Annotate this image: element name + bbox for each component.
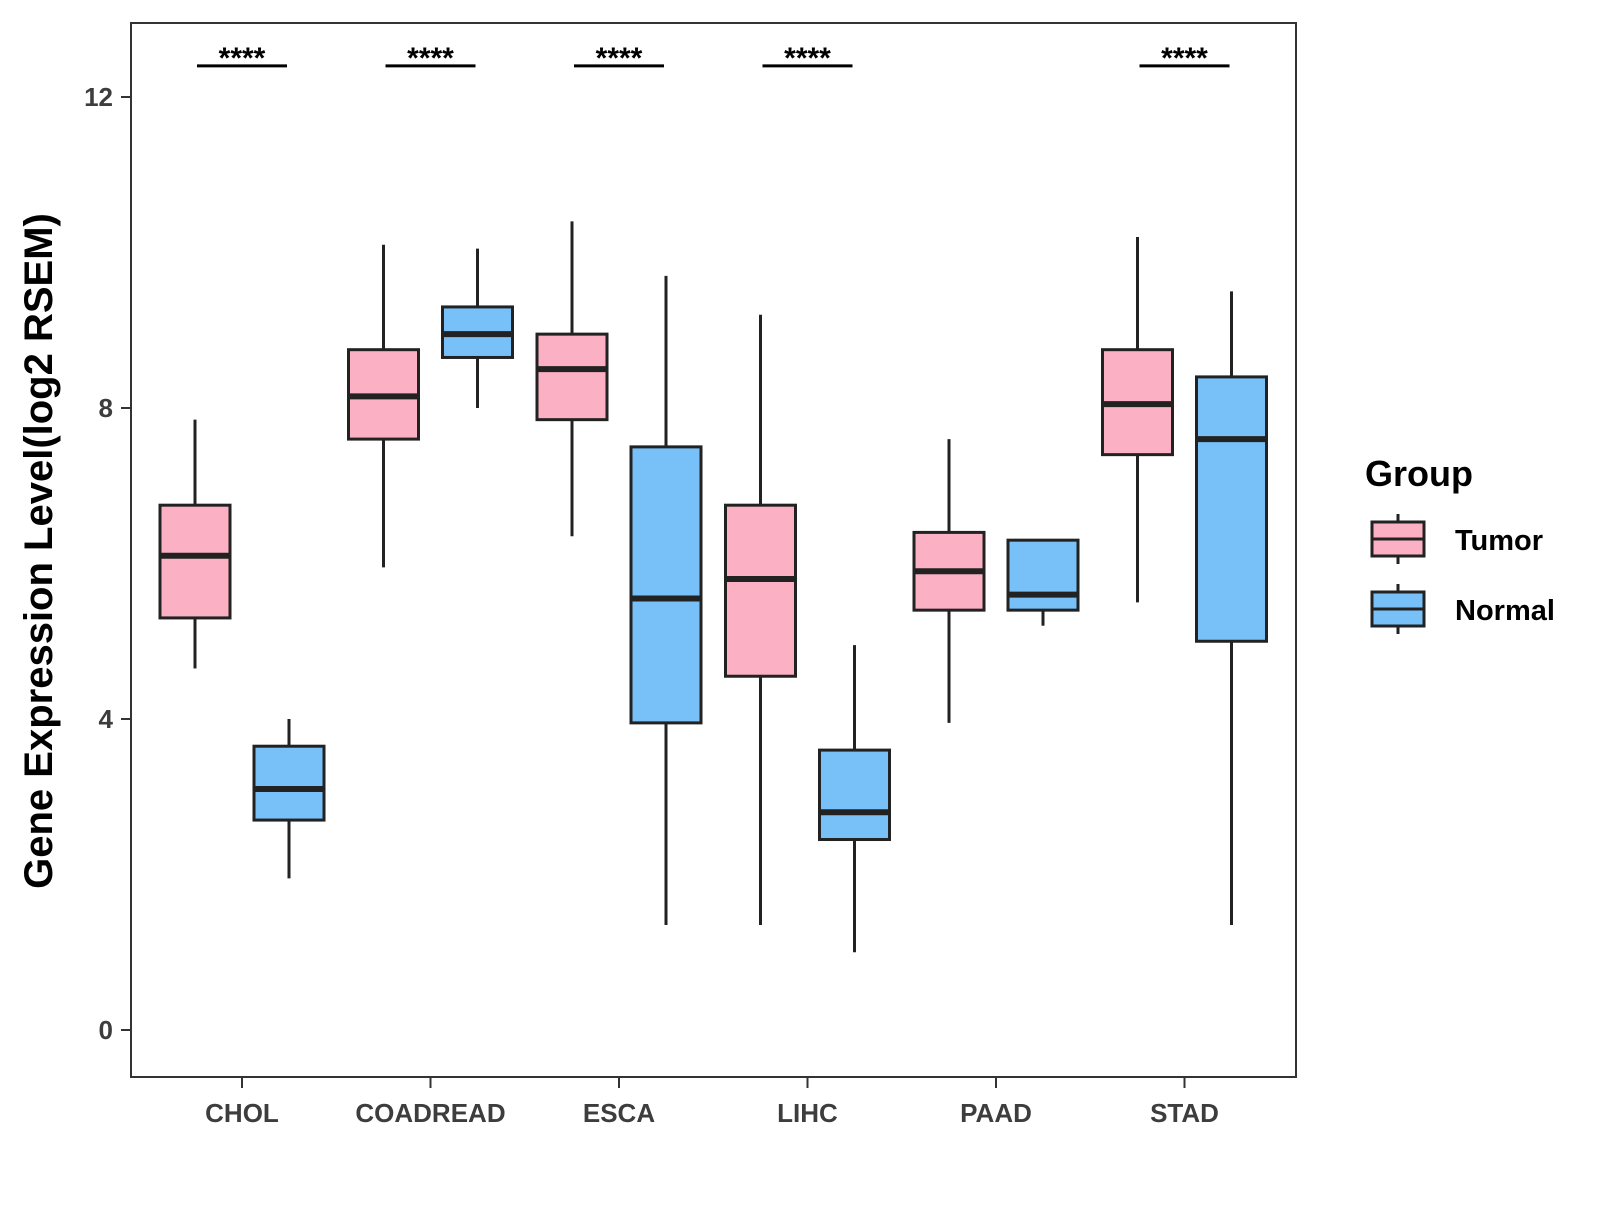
x-tick-label: COADREAD	[355, 1098, 505, 1128]
box-tumor-coadread	[347, 244, 420, 568]
significance-label: ****	[596, 42, 643, 75]
box-body	[629, 445, 703, 725]
box-body	[252, 744, 326, 822]
y-axis-title: Gene Expression Level(log2 RSEM)	[17, 213, 61, 889]
legend-label: Tumor	[1455, 525, 1543, 557]
legend: Group Tumor Normal	[1365, 453, 1555, 634]
legend-label: Normal	[1455, 595, 1555, 627]
box-body	[535, 332, 609, 422]
x-tick-label: PAAD	[960, 1098, 1032, 1128]
y-tick-label: 0	[99, 1015, 113, 1045]
box-body	[1195, 375, 1268, 643]
box-body	[158, 503, 232, 620]
x-tick-label: CHOL	[205, 1098, 279, 1128]
legend-title: Group	[1365, 453, 1473, 494]
x-tick-label: LIHC	[777, 1098, 838, 1128]
box-normal-coadread	[441, 248, 514, 408]
box-body	[724, 503, 797, 678]
box-body	[1006, 538, 1080, 612]
x-tick-label: ESCA	[583, 1098, 655, 1128]
box-normal-lihc	[818, 645, 891, 953]
plot-panel-border	[130, 22, 1297, 1078]
significance-label: ****	[407, 42, 454, 75]
significance-label: ****	[784, 42, 831, 75]
y-tick-label: 8	[99, 393, 113, 423]
legend-item-normal: Normal	[1370, 584, 1555, 634]
legend-item-tumor: Tumor	[1370, 514, 1543, 564]
box-body	[818, 748, 891, 842]
box-normal-paad	[1006, 538, 1080, 626]
box-normal-stad	[1195, 291, 1268, 926]
box-normal-esca	[629, 275, 703, 926]
x-tick-label: STAD	[1150, 1098, 1219, 1128]
box-tumor-esca	[535, 221, 609, 537]
box-tumor-paad	[912, 439, 986, 723]
significance-label: ****	[1161, 42, 1208, 75]
box-tumor-stad	[1101, 236, 1174, 603]
box-tumor-chol	[158, 419, 232, 669]
box-normal-chol	[252, 719, 326, 879]
y-tick-label: 12	[84, 82, 113, 112]
box-tumor-lihc	[724, 314, 797, 926]
significance-label: ****	[219, 42, 266, 75]
y-tick-label: 4	[99, 704, 114, 734]
